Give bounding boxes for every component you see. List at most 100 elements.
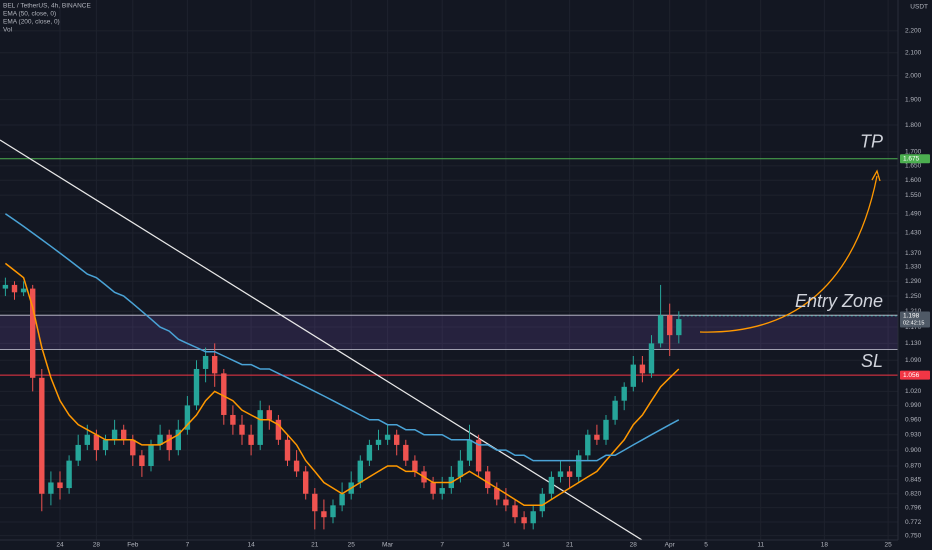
x-tick-label: 28 — [630, 542, 638, 549]
y-tick-label: 0.930 — [905, 431, 922, 438]
candle-body — [594, 434, 600, 440]
grid — [0, 0, 898, 540]
axis-labels: 2.200 2.100 2.000 1.900 1.800 1.700 1.650 1.600… — [56, 28, 921, 549]
y-tick-label: 1.900 — [905, 96, 922, 103]
ema-line — [4, 213, 680, 462]
candle-body — [466, 439, 473, 461]
candle-body — [66, 460, 72, 489]
x-tick-label: 28 — [93, 542, 101, 549]
candle-body — [648, 343, 655, 374]
y-tick-label: 0.820 — [905, 490, 922, 497]
candle-body — [657, 315, 664, 344]
candle-body — [475, 439, 482, 472]
x-tick-label: 24 — [56, 542, 64, 549]
chart-title: BEL / TetherUS, 4h, BINANCE — [3, 3, 91, 10]
candle-body — [339, 493, 345, 506]
candle-body — [275, 419, 282, 440]
y-tick-label: 1.800 — [905, 122, 922, 129]
candle-body — [266, 410, 272, 420]
y-tick-label: 0.750 — [905, 532, 922, 539]
y-tick-label: 1.490 — [905, 210, 922, 217]
candle-body — [293, 460, 300, 472]
candle-body — [375, 439, 382, 445]
candle-body — [357, 460, 363, 483]
candle-body — [403, 444, 409, 461]
x-tick-label: Mar — [382, 542, 394, 549]
price-badge-label: 1.198 — [903, 313, 920, 320]
candle-body — [84, 434, 90, 445]
ema-line — [4, 262, 680, 507]
legend-entry: EMA (200, close, 0) — [3, 19, 60, 26]
y-tick-label: 1.370 — [905, 250, 922, 257]
countdown: 02:42:15 — [903, 320, 924, 326]
candle-body — [193, 368, 200, 406]
y-tick-label: 0.772 — [905, 519, 922, 526]
candle-body — [121, 429, 127, 440]
candle-body — [321, 511, 327, 518]
candle-body — [202, 355, 209, 369]
candle-body — [303, 471, 309, 494]
candle-body — [539, 493, 545, 512]
candle-body — [412, 460, 418, 472]
candle-body — [521, 517, 527, 524]
candle-body — [184, 405, 191, 430]
y-tick-label: 0.796 — [905, 504, 922, 511]
candle-body — [248, 434, 254, 445]
candle-body — [157, 434, 163, 445]
price-badge — [900, 311, 930, 328]
x-tick-label: 7 — [186, 542, 190, 549]
candle-body — [639, 364, 646, 374]
candle-body — [676, 319, 682, 336]
candle-body — [457, 460, 464, 477]
annotation: TP — [860, 132, 883, 152]
candle-body — [384, 434, 391, 440]
x-tick-label: 14 — [247, 542, 255, 549]
candle-body — [39, 377, 45, 494]
candle-body — [257, 410, 263, 445]
y-tick-label: 0.900 — [905, 447, 922, 454]
y-tick-label: 2.000 — [905, 72, 922, 79]
x-tick-label: 11 — [757, 542, 764, 549]
y-tick-label: 1.700 — [905, 149, 922, 156]
candle-body — [93, 434, 100, 451]
candle-body — [630, 364, 636, 387]
candle-body — [530, 511, 536, 524]
candle-body — [512, 505, 518, 518]
candle-body — [57, 482, 63, 489]
candle-body — [75, 444, 81, 461]
candle-body — [557, 471, 564, 477]
candle-body — [430, 482, 436, 494]
candle-body — [284, 439, 291, 461]
y-tick-label: 1.130 — [905, 340, 922, 347]
price-badge-label: 1.056 — [903, 372, 920, 379]
candle-body — [366, 444, 373, 461]
x-tick-label: 18 — [821, 542, 829, 549]
candle-body — [148, 444, 154, 466]
candle-body — [485, 471, 491, 489]
candle-body — [494, 488, 500, 500]
annotation: SL — [861, 351, 883, 371]
candle-body — [585, 434, 591, 456]
x-tick-label: Apr — [665, 542, 676, 549]
candle-body — [330, 505, 336, 518]
y-tick-label: 0.870 — [905, 463, 922, 470]
candle-body — [30, 288, 36, 378]
candle-body — [212, 355, 218, 374]
arrow-head — [871, 169, 881, 182]
y-tick-label: 1.020 — [905, 388, 922, 395]
candle-body — [394, 434, 400, 445]
candle-body — [603, 419, 609, 440]
candle-body — [111, 429, 118, 440]
candle-body — [667, 315, 673, 336]
x-tick-label: 21 — [311, 542, 319, 549]
price-badge — [900, 370, 930, 380]
candle-body — [612, 400, 618, 420]
y-tick-label: 2.200 — [905, 28, 922, 35]
x-tick-label: 7 — [440, 542, 444, 549]
candle-body — [548, 476, 555, 494]
axis-unit: USDT — [910, 4, 928, 11]
y-tick-label: 0.990 — [905, 402, 922, 409]
y-tick-label: 0.845 — [905, 476, 922, 483]
candle-body — [566, 471, 573, 477]
